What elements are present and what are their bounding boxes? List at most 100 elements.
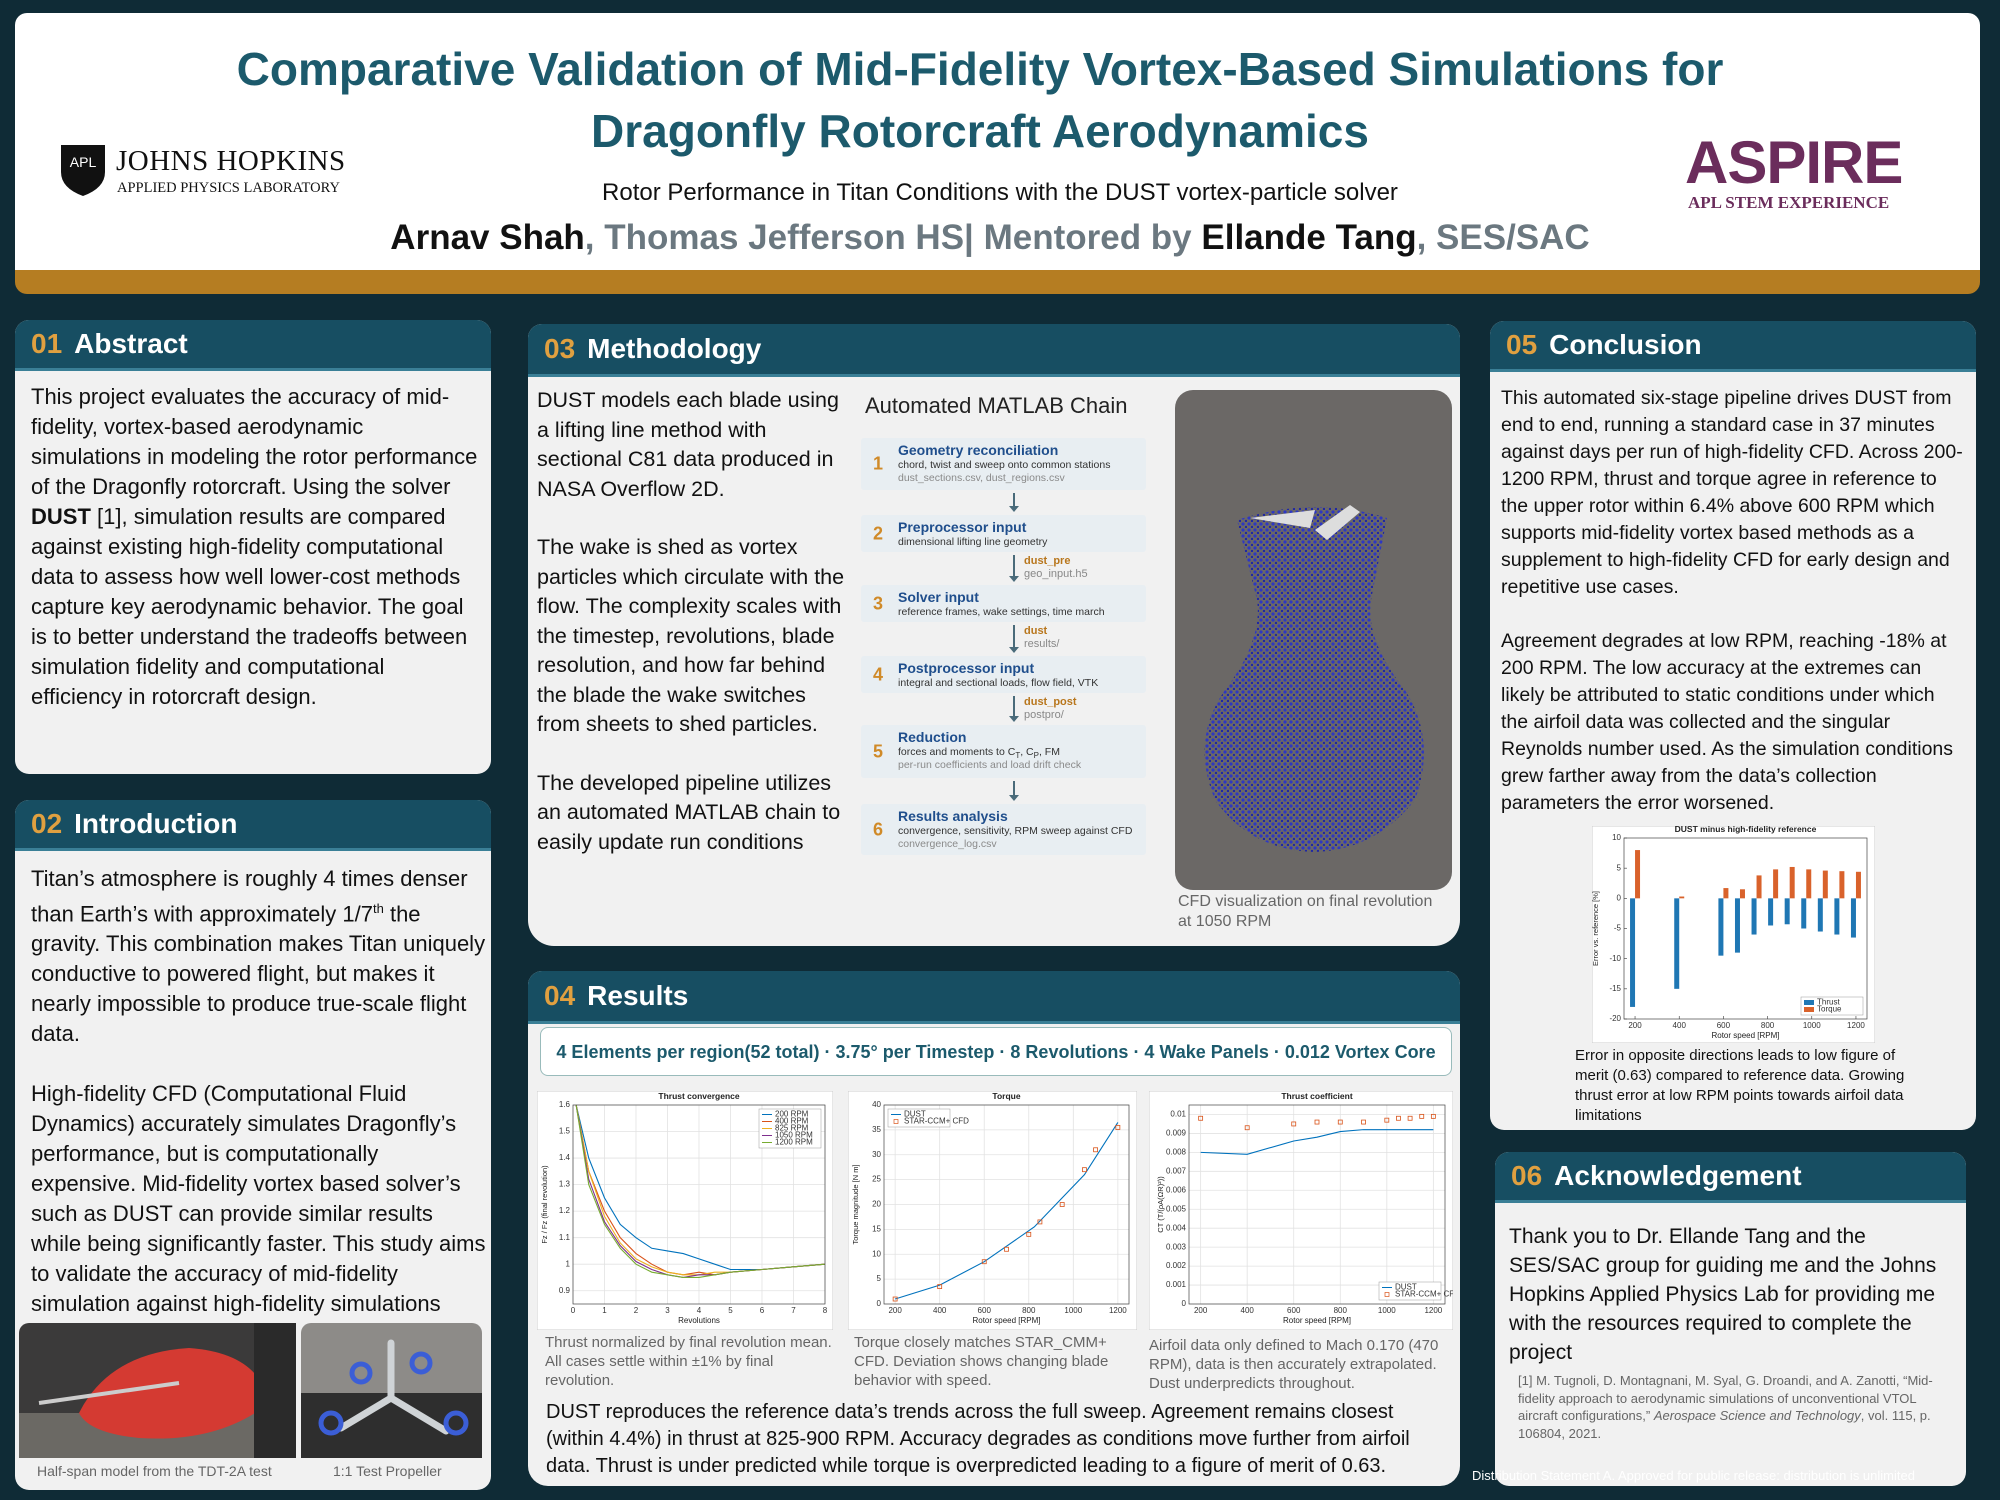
- bar: [1718, 898, 1724, 956]
- y-axis-label: Fz / Fz (final revolution): [540, 1165, 549, 1244]
- x-tick-label: 8: [823, 1306, 828, 1315]
- chart-title: Torque: [992, 1091, 1020, 1101]
- y-tick-label: 20: [872, 1200, 881, 1209]
- section-title: Conclusion: [1549, 329, 1702, 360]
- y-axis-label: CT (T/(ρA(ΩR)²)): [1156, 1176, 1165, 1233]
- x-tick-label: 800: [1022, 1306, 1036, 1315]
- bar: [1674, 898, 1680, 989]
- x-tick-label: 2: [634, 1306, 639, 1315]
- y-tick-label: 10: [872, 1249, 881, 1258]
- point: [1396, 1115, 1401, 1121]
- x-tick-label: 4: [697, 1306, 702, 1315]
- y-tick-label: -15: [1609, 984, 1621, 993]
- paragraph: This automated six-stage pipeline drives…: [1501, 387, 1963, 598]
- y-tick-label: 10: [1612, 833, 1621, 842]
- paragraph: Titan’s atmosphere is roughly 4 times de…: [31, 864, 486, 1049]
- step-desc: chord, twist and sweep onto common stati…: [898, 459, 1111, 471]
- bar: [1855, 871, 1861, 899]
- paragraph: High-fidelity CFD (Computational Fluid D…: [31, 1081, 486, 1317]
- step-number: 1: [873, 453, 884, 474]
- bar: [1806, 869, 1812, 899]
- legend-label: 200 RPM: [775, 1110, 809, 1119]
- section-title: Introduction: [74, 808, 238, 839]
- abstract-text: This project evaluates the accuracy of m…: [31, 382, 479, 712]
- point: [1004, 1246, 1009, 1252]
- y-tick-label: 0.008: [1166, 1147, 1187, 1156]
- section-header: 06 Acknowledgement: [1495, 1152, 1966, 1203]
- y-tick-label: 1.4: [559, 1153, 571, 1162]
- step-number: 2: [873, 523, 884, 543]
- point: [1093, 1147, 1098, 1153]
- x-tick-label: 1000: [1064, 1306, 1082, 1315]
- bar: [1739, 889, 1745, 899]
- y-tick-label: -10: [1609, 954, 1621, 963]
- affiliation: , Thomas Jefferson HS| Mentored by: [584, 218, 1202, 257]
- section-number: 01: [31, 328, 63, 359]
- chart-caption: Airfoil data only defined to Mach 0.170 …: [1149, 1337, 1439, 1392]
- x-tick-label: 5: [728, 1306, 733, 1315]
- step-desc: forces and moments to CT, CP, FM: [898, 746, 1060, 760]
- paragraph: Agreement degrades at low RPM, reaching …: [1501, 630, 1954, 814]
- y-tick-label: 1.3: [559, 1180, 571, 1189]
- chain-step: 5 Reduction forces and moments to CT, CP, …: [861, 725, 1146, 778]
- photo-propeller: [301, 1323, 482, 1458]
- jhu-shield: APL: [61, 145, 105, 196]
- arrow-head: [1009, 795, 1019, 801]
- point: [1361, 1119, 1366, 1125]
- text: [1] M. Tugnoli, D. Montagnani, M. Syal, …: [1518, 1373, 1933, 1423]
- section-header: 05 Conclusion: [1490, 321, 1976, 372]
- legend-label: DUST: [904, 1110, 926, 1119]
- bar: [1768, 898, 1774, 926]
- step-title: Solver input: [898, 589, 979, 605]
- wake-particles: [1204, 506, 1424, 852]
- x-tick-label: 200: [888, 1306, 902, 1315]
- y-tick-label: 1: [566, 1259, 571, 1268]
- x-tick-label: 400: [1673, 1021, 1687, 1030]
- journal: Aerospace Science and Technology: [1653, 1408, 1861, 1423]
- arrow-head: [1009, 506, 1019, 512]
- point: [1037, 1219, 1043, 1225]
- legend-swatch: [1804, 1000, 1814, 1005]
- step-desc: reference frames, wake settings, time ma…: [898, 606, 1105, 618]
- line: [575, 1104, 826, 1279]
- footer: Distribution Statement A. Approved for p…: [1472, 1468, 1915, 1483]
- point: [1198, 1115, 1204, 1121]
- point: [981, 1259, 987, 1265]
- y-tick-label: 5: [1617, 863, 1622, 872]
- step-number: 6: [873, 819, 884, 839]
- superscript: th: [373, 901, 384, 916]
- bar: [1834, 898, 1840, 935]
- legend-label: 400 RPM: [775, 1117, 809, 1126]
- x-tick-label: 600: [1287, 1306, 1301, 1315]
- arrow: [1013, 781, 1015, 796]
- y-tick-label: 0.004: [1166, 1223, 1187, 1232]
- section-number: 04: [544, 980, 576, 1011]
- arrow-head: [1009, 716, 1019, 722]
- x-tick-label: 800: [1761, 1021, 1775, 1030]
- y-tick-label: 25: [872, 1175, 881, 1184]
- clamps: [318, 1351, 469, 1436]
- y-tick-label: -20: [1609, 1014, 1621, 1023]
- shield: [61, 145, 105, 196]
- legend-label: DUST: [1395, 1283, 1417, 1292]
- model: [79, 1348, 269, 1439]
- x-tick-label: 1200: [1109, 1306, 1127, 1315]
- y-tick-label: 0.001: [1166, 1280, 1187, 1289]
- jhu-sub: APPLIED PHYSICS LABORATORY: [117, 180, 340, 196]
- bar: [1817, 898, 1823, 932]
- arrow-head: [1009, 576, 1019, 582]
- step-number: 3: [873, 593, 884, 613]
- y-tick-label: 5: [877, 1274, 882, 1283]
- section-header: 02 Introduction: [15, 800, 491, 851]
- section-number: 03: [544, 333, 576, 364]
- intro-text: Titan’s atmosphere is roughly 4 times de…: [31, 864, 486, 1319]
- y-axis-label: Error vs. reference [%]: [1592, 891, 1600, 966]
- step-title: Results analysis: [898, 808, 1008, 824]
- point: [1337, 1119, 1343, 1125]
- chart-thrust-coefficient: 0 0.001 0.002 0.003 0.004 0.005 0.006 0.007 0.00…: [1149, 1091, 1453, 1330]
- text-bold: DUST: [31, 504, 91, 529]
- point: [1291, 1121, 1297, 1127]
- chart-caption: Thrust normalized by final revolution me…: [545, 1334, 832, 1389]
- y-axis-label: Torque magnitude [N m]: [851, 1164, 860, 1244]
- legend-swatch: [1384, 1292, 1390, 1297]
